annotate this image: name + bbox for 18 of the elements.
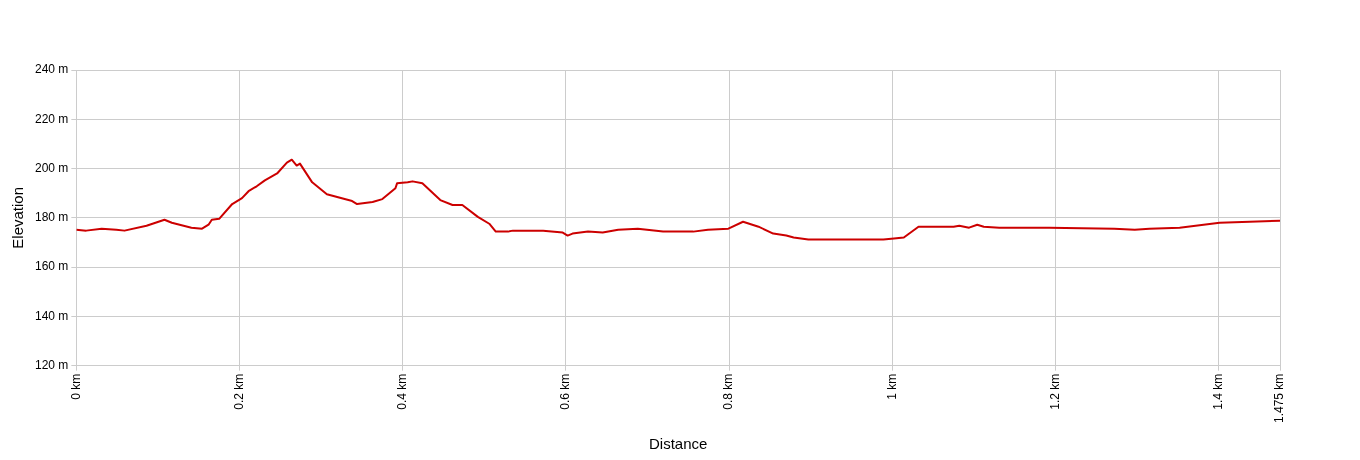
x-tick-label: 0.4 km	[395, 373, 410, 410]
x-tick-label: 1 km	[884, 373, 899, 400]
y-tick-label: 240 m	[34, 62, 69, 77]
x-tick-label: 1.2 km	[1047, 373, 1062, 410]
y-tick-label: 160 m	[34, 259, 69, 274]
y-tick-label: 140 m	[34, 308, 69, 323]
x-tick-label: 1.4 km	[1211, 373, 1226, 410]
y-axis-title: Elevation	[9, 186, 27, 249]
y-tick-label: 120 m	[34, 357, 69, 372]
x-tick-label: 0 km	[68, 373, 83, 400]
x-tick-label: 1.475 km	[1272, 373, 1287, 423]
x-tick-label: 0.6 km	[558, 373, 573, 410]
x-tick-label: 0.8 km	[721, 373, 736, 410]
y-tick-label: 180 m	[34, 210, 69, 225]
x-axis-title: Distance	[649, 435, 708, 453]
y-tick-label: 200 m	[34, 160, 69, 175]
x-tick-label: 0.2 km	[231, 373, 246, 410]
y-tick-label: 220 m	[34, 111, 69, 126]
